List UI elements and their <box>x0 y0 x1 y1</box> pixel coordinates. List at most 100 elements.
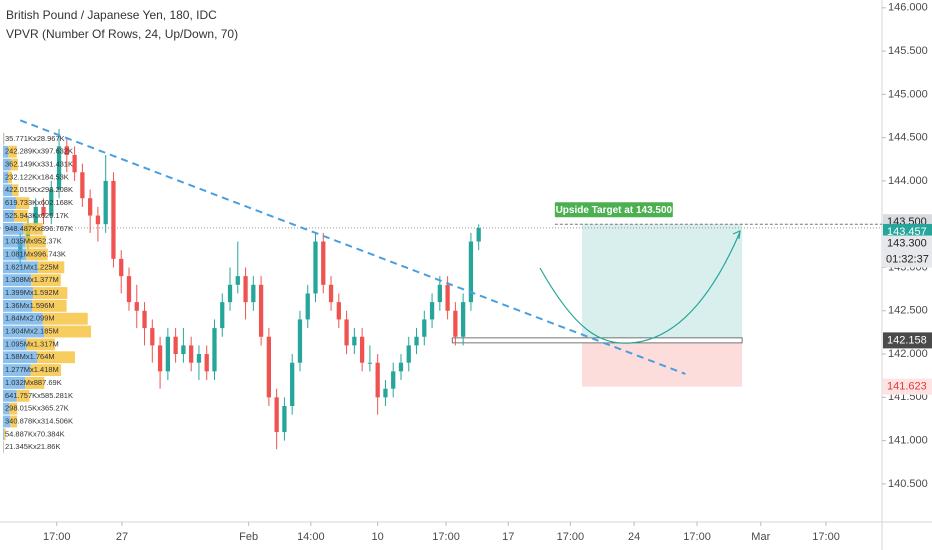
candle-body <box>80 172 85 199</box>
vpvr-up-bar <box>3 158 11 171</box>
chart-title: British Pound / Japanese Yen, 180, IDC <box>6 8 217 22</box>
vpvr-label: 1.308Mx1.377M <box>5 275 59 284</box>
vpvr-label: 1.58Mx1.764M <box>5 352 55 361</box>
candle-body <box>126 276 132 303</box>
vpvr-up-bar <box>3 338 27 351</box>
candle-body <box>95 215 101 225</box>
entry-price-badge: 142.158 <box>887 334 927 346</box>
candle-body <box>258 284 264 337</box>
candle-body <box>220 302 225 329</box>
projection-arrowhead <box>732 230 741 240</box>
candle-body <box>251 284 256 303</box>
candle-body <box>305 293 310 320</box>
vpvr-label: 242.289Kx397.632K <box>5 147 73 156</box>
candle-body <box>181 345 186 355</box>
y-tick-label: 142.500 <box>888 305 928 317</box>
vpvr-up-bar <box>3 415 11 428</box>
vpvr-down-bar <box>25 235 46 248</box>
vpvr-label: 35.771Kx28.967K <box>5 134 65 143</box>
x-tick-label: 27 <box>116 531 128 543</box>
vpvr-up-bar <box>3 274 32 287</box>
candle-body <box>321 241 326 285</box>
vpvr-down-bar <box>8 145 17 158</box>
y-tick-label: 140.500 <box>888 478 928 490</box>
vpvr-down-bar <box>4 428 6 441</box>
level-badge-bg <box>883 235 932 252</box>
vpvr-down-bar <box>26 338 55 351</box>
vpvr-up-bar <box>3 210 15 222</box>
vpvr-down-bar <box>23 222 43 235</box>
vpvr-down-bar <box>37 351 75 364</box>
candle-body <box>422 319 427 337</box>
candle-body <box>391 371 396 389</box>
candle-body <box>49 189 54 216</box>
vpvr-down-bar <box>10 415 18 428</box>
target-label-box <box>554 202 673 218</box>
candle-body <box>344 319 349 346</box>
vpvr-label: 1.36Mx1.596M <box>5 301 55 310</box>
vpvr-label: 948.487Kx896.767K <box>5 224 73 233</box>
vpvr-down-bar <box>3 132 5 145</box>
vpvr-label: 362.149Kx331.431K <box>5 160 73 169</box>
vpvr-up-bar <box>3 287 34 299</box>
vpvr-down-bar <box>10 158 18 171</box>
vpvr-up-bar <box>3 364 31 377</box>
candle-body <box>165 336 170 372</box>
vpvr-down-bar <box>7 171 12 184</box>
x-tick-label: 17:00 <box>43 531 71 543</box>
stop-price-badge-bg <box>883 378 932 395</box>
vpvr-down-bar <box>32 299 67 312</box>
vpvr-up-bar <box>3 184 13 197</box>
candle-body <box>173 336 178 355</box>
vpvr-down-bar <box>42 312 88 325</box>
y-tick-label: 144.500 <box>888 132 928 144</box>
level-badge: 143.300 <box>887 237 927 249</box>
projection-curve <box>539 231 741 344</box>
vpvr-down-bar <box>37 261 65 274</box>
candle-body <box>352 336 357 346</box>
x-tick-label: 24 <box>628 531 640 543</box>
y-tick-label: 145.500 <box>888 45 928 57</box>
loss-zone <box>582 340 743 387</box>
candle-body <box>476 227 481 242</box>
vpvr-label: 1.84Mx2.099M <box>5 314 55 323</box>
candle-body <box>461 302 466 337</box>
vpvr-up-bar <box>3 402 10 415</box>
candle-body <box>33 206 38 225</box>
vpvr-down-bar <box>33 287 68 299</box>
plot-area: Upside Target at 143.500 35.771Kx28.967K 2… <box>0 119 882 454</box>
candle-body <box>64 146 69 155</box>
vpvr-down-bar <box>25 377 45 389</box>
candle-body <box>41 206 46 216</box>
vpvr-up-bar <box>3 197 17 210</box>
vpvr-up-bar <box>3 171 8 184</box>
candle-body <box>235 276 240 285</box>
stop-price-badge: 141.623 <box>887 381 927 393</box>
countdown-bg <box>883 251 932 268</box>
vpvr-up-bar <box>3 261 38 274</box>
candle-body <box>134 302 139 311</box>
vpvr-down-bar <box>14 210 28 222</box>
candle-body <box>398 362 404 372</box>
vpvr-up-bar <box>3 325 44 338</box>
candle-body <box>103 180 108 225</box>
countdown: 01:32:37 <box>886 253 929 265</box>
x-tick-label: 17 <box>502 531 514 543</box>
vpvr-down-bar <box>31 274 61 287</box>
vpvr-up-bar <box>3 299 33 312</box>
candle-body <box>282 406 287 432</box>
y-tick-label: 146.000 <box>888 2 928 14</box>
candle-body <box>406 345 411 363</box>
vpvr-up-bar <box>3 428 5 441</box>
candle-body <box>297 319 303 363</box>
vpvr-label: 1.399Mx1.592M <box>5 288 59 297</box>
candle-body <box>243 276 248 303</box>
candle-body <box>414 336 419 346</box>
x-tick-label: 17:00 <box>557 531 585 543</box>
vpvr-down-bar <box>16 389 30 402</box>
vpvr-label: 1.032Mx887.69K <box>5 378 62 387</box>
candle-body <box>383 388 388 398</box>
candle-body <box>189 345 194 363</box>
candle-body <box>313 241 318 294</box>
